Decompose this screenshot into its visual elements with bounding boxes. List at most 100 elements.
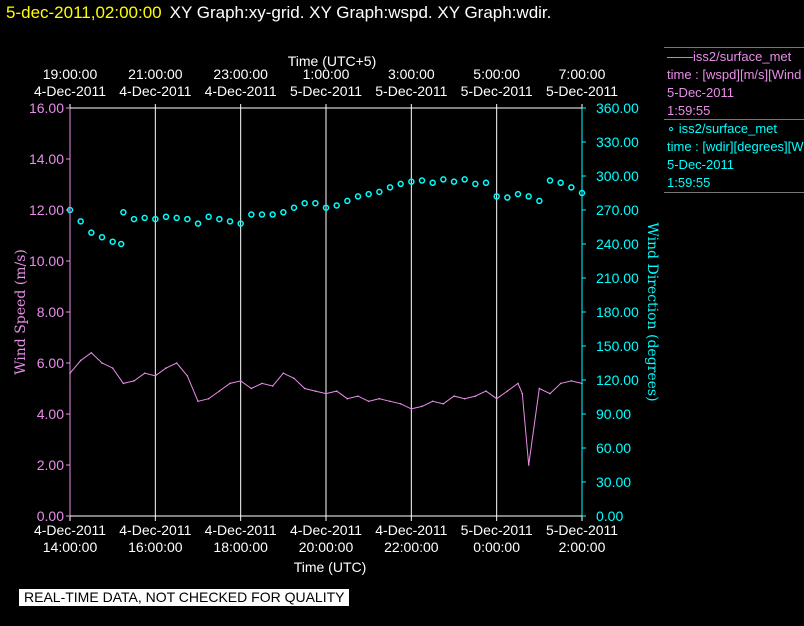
data-point-wspd	[325, 392, 327, 395]
x-tick-label-time: 2:00:00	[559, 539, 606, 555]
y-right-tick-label: 240.00	[596, 236, 639, 252]
data-point-wdir	[450, 178, 458, 185]
y-left-tick-label: 12.00	[29, 202, 64, 218]
y-axis-right-label: Wind Direction (degrees)	[644, 222, 660, 401]
legend-direction-date: 5-Dec-2011	[667, 157, 734, 172]
data-point-wspd	[538, 387, 541, 390]
data-point-wdir	[514, 190, 522, 198]
legend-speed-variable: time : [wspd][m/s][Wind Speed]	[667, 67, 804, 82]
data-point-wdir	[205, 213, 212, 221]
data-point-wdir	[109, 238, 116, 245]
data-point-wdir	[322, 204, 330, 211]
y-right-tick-label: 90.00	[596, 406, 631, 422]
y-right-tick-label: 300.00	[596, 168, 639, 184]
top-tick-label-time: 3:00:00	[388, 66, 435, 82]
legend-direction-variable: time : [wdir][degrees][Wind Direction]	[667, 139, 804, 154]
legend-speed-date: 5-Dec-2011	[667, 85, 734, 100]
top-tick-label-time: 19:00:00	[43, 66, 98, 82]
top-tick-label-time: 23:00:00	[213, 66, 268, 82]
data-point-wspd	[485, 390, 487, 392]
data-point-wdir	[440, 176, 447, 183]
data-point-wdir	[173, 214, 180, 222]
data-point-wspd	[165, 367, 167, 369]
y-right-tick-label: 0.00	[596, 508, 623, 524]
top-tick-label-time: 21:00:00	[128, 66, 183, 82]
data-point-wdir	[290, 204, 298, 211]
y-right-tick-label: 120.00	[596, 372, 639, 388]
data-point-wspd	[197, 400, 199, 403]
data-point-wspd	[431, 400, 434, 403]
x-tick-label-time: 22:00:00	[384, 539, 439, 555]
data-point-wspd	[367, 400, 370, 403]
data-point-wdir	[333, 202, 340, 209]
x-tick-label-time: 0:00:00	[473, 539, 520, 555]
data-point-wspd	[335, 390, 338, 392]
data-point-wspd	[346, 397, 349, 400]
data-point-wdir	[504, 194, 511, 201]
data-point-wdir	[354, 193, 362, 200]
data-point-wspd	[506, 390, 509, 392]
y-left-tick-label: 6.00	[37, 355, 64, 371]
data-point-wspd	[399, 403, 402, 405]
data-point-wspd	[122, 382, 125, 385]
data-point-wspd	[239, 380, 242, 382]
data-point-wspd	[527, 464, 530, 466]
data-point-wdir	[408, 178, 415, 185]
data-point-wdir	[226, 218, 234, 225]
data-point-wspd	[101, 362, 103, 364]
data-point-wspd	[303, 387, 306, 390]
data-point-wspd	[442, 403, 445, 405]
x-tick-label-date: 5-Dec-2011	[461, 522, 533, 538]
data-point-wspd	[175, 362, 178, 364]
data-point-wdir	[482, 179, 490, 187]
quality-warning: REAL-TIME DATA, NOT CHECKED FOR QUALITY	[19, 589, 350, 606]
data-point-wdir	[365, 190, 372, 198]
data-point-wspd	[410, 408, 413, 410]
y-left-tick-label: 8.00	[37, 304, 64, 320]
legend-speed-time: 1:59:55	[667, 103, 711, 118]
data-point-wspd	[474, 395, 477, 397]
data-point-wdir	[312, 199, 319, 207]
legend-direction-source: ∘ iss2/surface_met	[667, 121, 778, 136]
y-right-tick-label: 210.00	[596, 270, 639, 286]
data-point-wdir	[280, 209, 287, 216]
y-left-tick-label: 2.00	[37, 457, 64, 473]
data-point-wspd	[314, 390, 317, 392]
data-point-wspd	[111, 367, 114, 369]
x-tick-label-time: 14:00:00	[43, 539, 98, 555]
top-tick-label-time: 1:00:00	[303, 66, 350, 82]
data-point-wdir	[568, 184, 575, 191]
top-tick-label-date: 5-Dec-2011	[546, 83, 618, 99]
series-line-wspd	[69, 352, 583, 466]
x-tick-label-date: 4-Dec-2011	[205, 522, 277, 538]
data-point-wspd	[293, 377, 295, 380]
header: 5-dec-2011,02:00:00 XY Graph:xy-grid. XY …	[6, 3, 551, 23]
data-point-wspd	[378, 397, 381, 400]
top-tick-label-date: 5-Dec-2011	[461, 83, 533, 99]
x-tick-label-date: 5-Dec-2011	[546, 522, 618, 538]
data-point-wspd	[79, 359, 82, 362]
x-tick-label-date: 4-Dec-2011	[119, 522, 191, 538]
data-point-wspd	[517, 382, 519, 385]
top-tick-label-date: 4-Dec-2011	[119, 83, 191, 99]
data-point-wdir	[258, 211, 266, 218]
legend-top-divider	[664, 47, 804, 48]
data-point-wdir	[98, 233, 106, 241]
top-tick-label-date: 5-Dec-2011	[375, 83, 447, 99]
data-point-wdir	[77, 218, 84, 225]
data-point-wspd	[261, 382, 263, 385]
data-point-wspd	[549, 392, 551, 395]
data-point-wdir	[493, 193, 500, 200]
legend-bottom-divider	[664, 192, 804, 193]
x-axis-label: Time (UTC)	[294, 559, 367, 575]
data-point-wdir	[216, 215, 223, 223]
y-right-tick-label: 270.00	[596, 202, 639, 218]
header-graph-list: XY Graph:xy-grid. XY Graph:wspd. XY Grap…	[169, 3, 552, 22]
y-left-tick-label: 0.00	[37, 508, 64, 524]
legend-speed: ——iss2/surface_met time : [wspd][m/s][Wi…	[667, 48, 804, 120]
legend-direction: ∘ iss2/surface_met time : [wdir][degrees…	[667, 120, 804, 192]
y-axis-left-label: Wind Speed (m/s)	[13, 249, 29, 375]
data-point-wdir	[141, 214, 148, 222]
data-point-wspd	[570, 380, 573, 382]
